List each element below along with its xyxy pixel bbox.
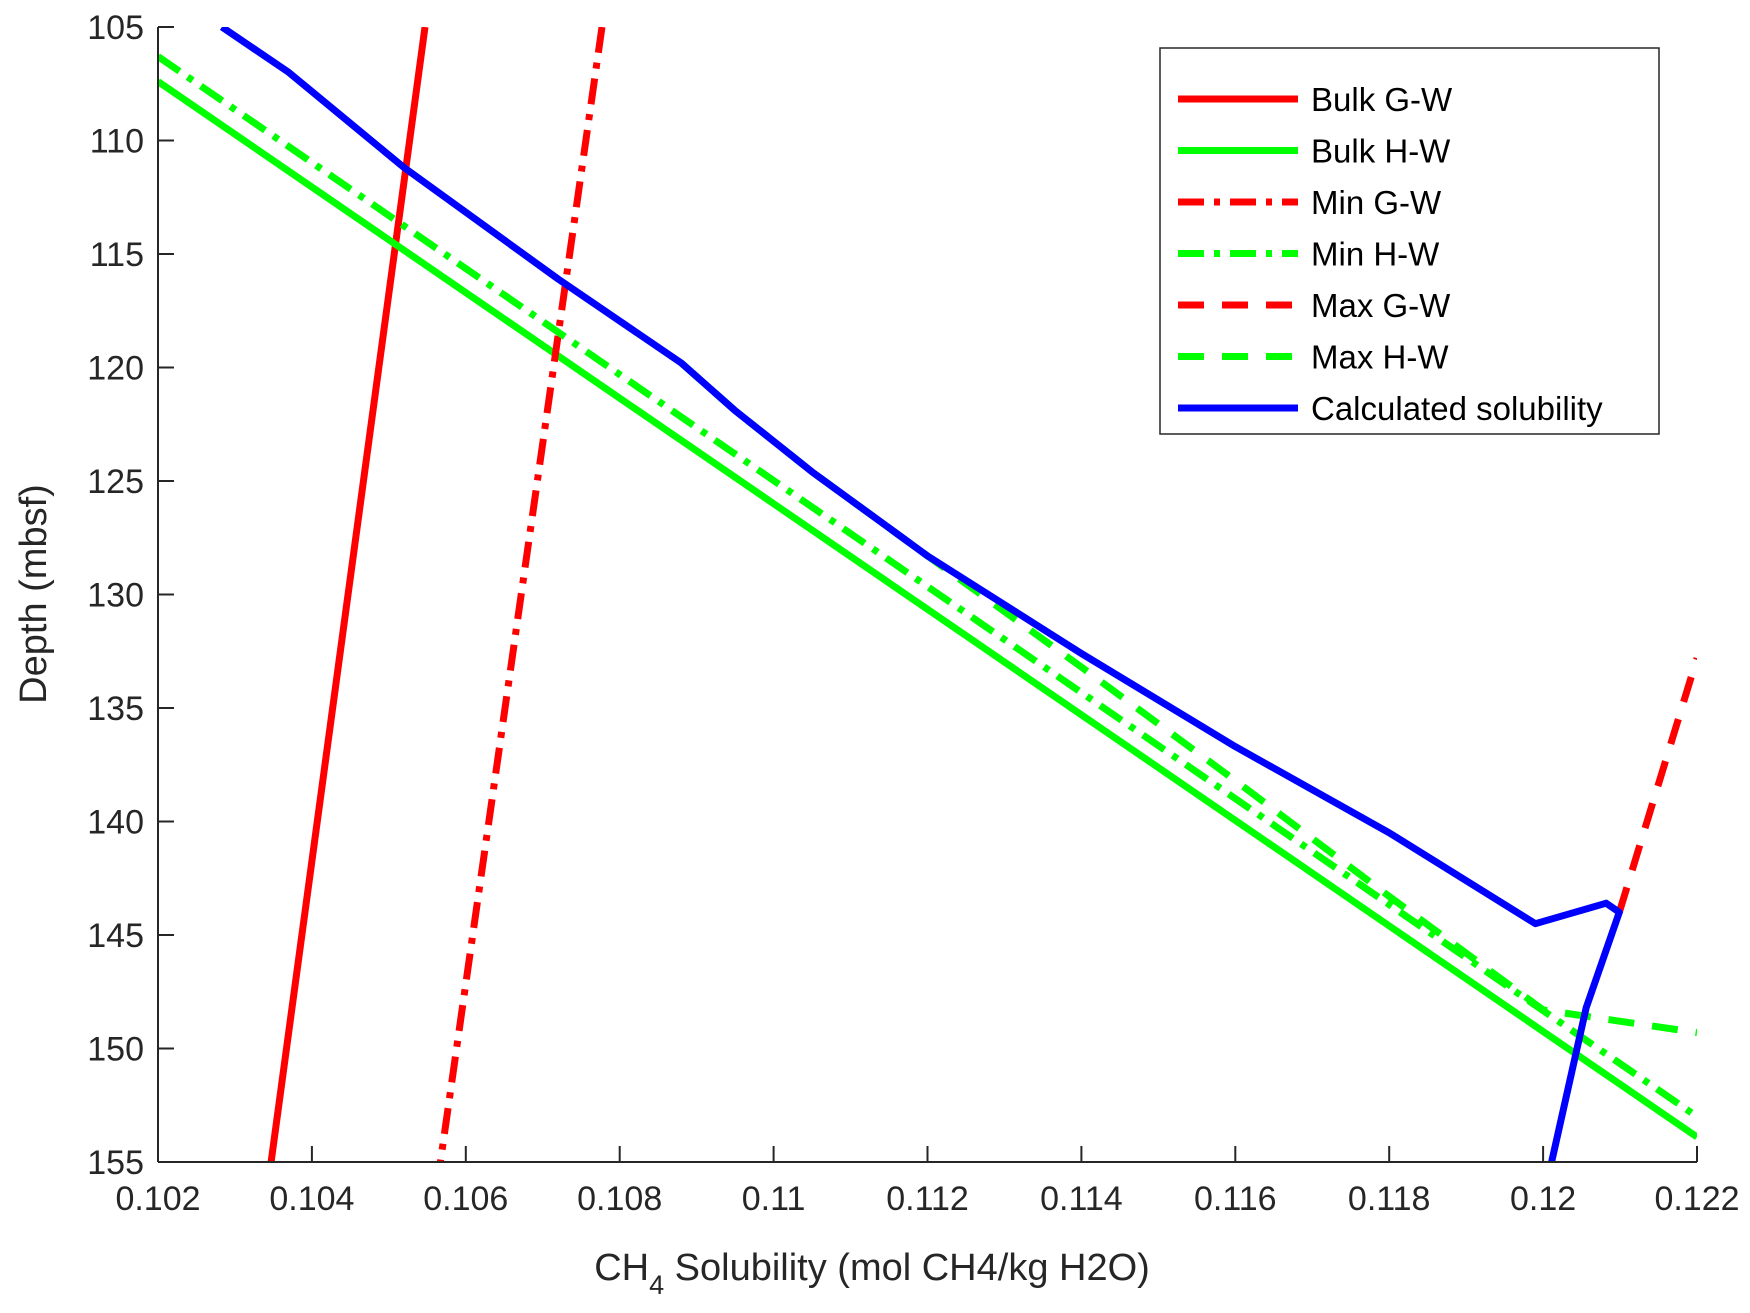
ticks: 0.102 0.104 0.106 0.108 0.11 0.112 0.114 0.116 0…: [87, 9, 1739, 1218]
y-tick-label: 105: [87, 9, 144, 47]
x-tick-label: 0.122: [1654, 1180, 1739, 1218]
x-axis-label-rest: Solubility (mol CH4/kg H2O): [664, 1247, 1150, 1289]
x-tick-label: 0.114: [1040, 1180, 1123, 1218]
legend-label-max-g-w: Max G-W: [1311, 287, 1451, 324]
legend-label-min-h-w: Min H-W: [1311, 236, 1440, 273]
x-tick-label: 0.106: [423, 1180, 508, 1218]
series-line-bulk-h-w: [158, 78, 1697, 1140]
series-line-min-g-w: [436, 27, 606, 1162]
legend-label-max-h-w: Max H-W: [1311, 339, 1449, 376]
legend-label-calculated-solubility: Calculated solubility: [1311, 390, 1603, 427]
legend: Bulk G-W Bulk H-W Min G-W Min H-W Max G-W Max…: [1159, 47, 1660, 435]
x-tick-label: 0.116: [1194, 1180, 1277, 1218]
x-tick-label: 0.108: [577, 1180, 662, 1218]
y-tick-label: 145: [87, 917, 144, 955]
y-tick-label: 150: [87, 1031, 144, 1069]
x-tick-label: 0.112: [886, 1180, 969, 1218]
y-tick-label: 120: [87, 350, 144, 388]
x-tick-label: 0.104: [269, 1180, 354, 1218]
y-tick-label: 115: [90, 236, 144, 274]
x-tick-label: 0.12: [1510, 1180, 1576, 1218]
y-tick-label: 130: [87, 577, 144, 615]
series-line-max-g-w: [1615, 657, 1697, 914]
y-axis-label: Depth (mbsf): [13, 484, 55, 704]
plot-lines: [158, 27, 1697, 1162]
x-tick-label: 0.11: [742, 1180, 806, 1218]
x-axis-label: CH4 Solubility (mol CH4/kg H2O): [594, 1247, 1150, 1300]
legend-label-min-g-w: Min G-W: [1311, 184, 1442, 221]
series-line-calculated-solubility: [219, 27, 1623, 1162]
x-tick-label: 0.102: [115, 1180, 200, 1218]
y-tick-label: 140: [87, 804, 144, 842]
legend-label-bulk-h-w: Bulk H-W: [1311, 133, 1451, 170]
x-axis-label-subscript: 4: [649, 1270, 664, 1300]
y-tick-label: 110: [90, 123, 144, 161]
y-tick-label: 155: [87, 1144, 144, 1182]
y-tick-label: 125: [87, 463, 144, 501]
y-tick-label: 135: [87, 690, 144, 728]
x-axis-label-main: CH: [594, 1247, 649, 1289]
legend-box: [1159, 47, 1660, 435]
legend-label-bulk-g-w: Bulk G-W: [1311, 81, 1453, 118]
x-tick-label: 0.118: [1348, 1180, 1431, 1218]
series-line-bulk-g-w: [267, 27, 429, 1162]
